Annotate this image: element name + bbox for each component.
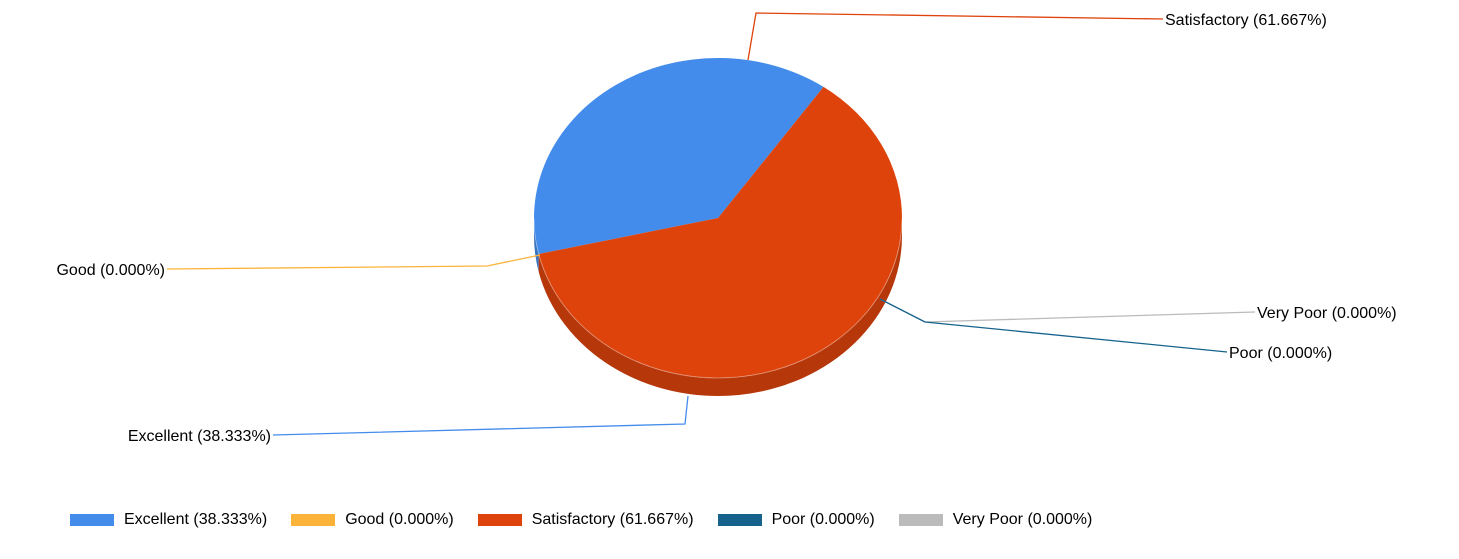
callout-label-poor: Poor (0.000%) <box>1229 345 1332 362</box>
callout-label-very-poor: Very Poor (0.000%) <box>1257 305 1397 322</box>
leader-line-satisfactory <box>747 12 1164 61</box>
legend-swatch-poor <box>717 514 762 526</box>
pie-slice-satisfactory <box>538 86 902 379</box>
callout-label-excellent: Excellent (38.333%) <box>128 428 271 445</box>
callout-layer: Satisfactory (61.667%) Good (0.000%) Excel… <box>56 12 1396 445</box>
callout-label-satisfactory: Satisfactory (61.667%) <box>1165 12 1327 29</box>
legend-item-poor: Poor (0.000%) <box>717 511 875 529</box>
pie-side-excellent <box>534 218 539 272</box>
legend-label-very-poor: Very Poor (0.000%) <box>952 511 1093 528</box>
legend-label-excellent: Excellent (38.333%) <box>124 511 268 528</box>
leader-line-poor <box>879 298 1228 353</box>
legend-label-satisfactory: Satisfactory (61.667%) <box>531 511 694 528</box>
leader-line-good <box>166 254 541 270</box>
legend-item-good: Good (0.000%) <box>291 511 454 529</box>
legend-item-excellent: Excellent (38.333%) <box>70 511 267 529</box>
legend-item-very-poor: Very Poor (0.000%) <box>898 511 1093 529</box>
legend-swatch-satisfactory <box>477 514 522 526</box>
pie-slice-excellent <box>534 58 824 254</box>
chart-legend: Excellent (38.333%) Good (0.000%) Satisf… <box>70 510 1116 530</box>
leader-line-excellent <box>272 395 689 436</box>
callout-label-good: Good (0.000%) <box>56 262 165 279</box>
legend-swatch-excellent <box>70 514 114 526</box>
legend-swatch-good <box>291 514 336 526</box>
pie-depth-layer <box>534 218 902 397</box>
legend-label-poor: Poor (0.000%) <box>771 511 875 528</box>
leader-line-very-poor <box>879 298 1256 323</box>
legend-label-good: Good (0.000%) <box>345 511 454 528</box>
legend-item-satisfactory: Satisfactory (61.667%) <box>477 511 694 529</box>
pie-rim-highlight <box>533 217 903 379</box>
legend-swatch-very-poor <box>898 514 943 526</box>
pie-top-layer <box>533 58 903 379</box>
